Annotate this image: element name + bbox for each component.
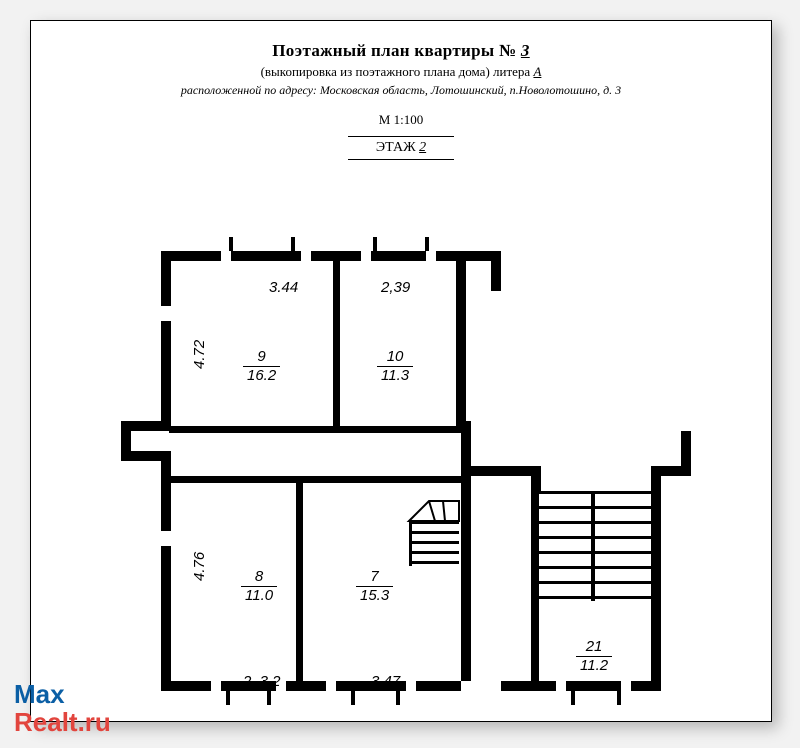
dimension-text: 4.72 xyxy=(453,340,470,369)
dimension-text: 2,39 xyxy=(381,279,410,296)
dimension-text: 4.76 xyxy=(191,552,208,581)
dimension-text: 3.47 xyxy=(371,673,400,690)
dimension-text: 3.44 xyxy=(269,279,298,296)
room-label: 916.2 xyxy=(243,349,280,384)
internal-stairs xyxy=(409,501,459,566)
room-label: 1011.3 xyxy=(377,349,413,384)
walls xyxy=(121,237,691,705)
dimension-text: 2, 3 2 xyxy=(243,673,281,690)
dimension-text: 4.72 xyxy=(191,340,208,369)
room-label: 2111.2 xyxy=(576,639,612,674)
room-label: 811.0 xyxy=(241,569,277,604)
watermark-line2: Realt.ru xyxy=(14,709,111,736)
document-sheet: Поэтажный план квартиры № 3 (выкопировка… xyxy=(30,20,772,722)
main-stairs xyxy=(539,491,651,601)
room-label: 715.3 xyxy=(356,569,393,604)
watermark-line1: Max xyxy=(14,681,111,708)
watermark: Max Realt.ru xyxy=(14,681,111,736)
